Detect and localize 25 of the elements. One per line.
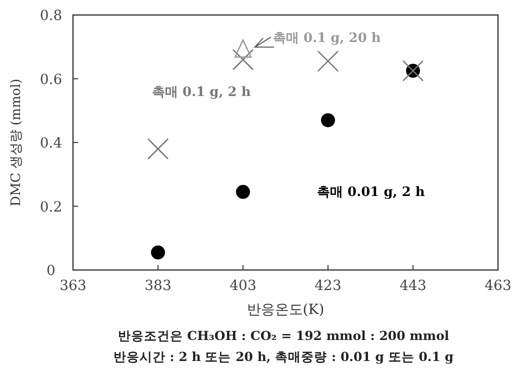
y-tick-label: 0.8: [40, 8, 62, 24]
y-tick-label: 0.6: [40, 72, 62, 88]
point: [147, 138, 169, 160]
x-tick-label: 383: [144, 278, 172, 294]
text: 반응시간 : 2 h 또는 20 h, 촉매중량 : 0.01 g 또는 0.1 g: [113, 349, 454, 364]
series-label: 촉매 0.1 g, 20 h: [273, 31, 382, 46]
x-tick-label: 403: [230, 278, 256, 294]
y-tick-label: 0: [46, 263, 56, 279]
x-tick-label: 363: [60, 278, 86, 294]
x-axis-title: 반응온도(K): [246, 302, 324, 318]
y-axis-title: DMC 생성량 (mmol): [9, 78, 24, 206]
point: [232, 48, 254, 70]
series-label: 촉매 0.1 g, 2 h: [152, 84, 252, 100]
x-tick-label: 463: [484, 278, 512, 294]
text: 반응조건은 CH₃OH : CO₂ = 192 mmol : 200 mmol: [118, 328, 450, 343]
x-tick-label: 443: [400, 278, 426, 294]
point: [402, 60, 424, 82]
y-tick-label: 0.2: [40, 199, 62, 216]
point: [151, 245, 165, 260]
point: [321, 113, 335, 128]
point: [317, 50, 339, 72]
text: 촉매 0.01 g, 2 h: [317, 184, 426, 200]
point: [236, 184, 250, 199]
y-tick-label: 0.4: [40, 136, 62, 152]
x-tick-label: 423: [314, 278, 342, 294]
